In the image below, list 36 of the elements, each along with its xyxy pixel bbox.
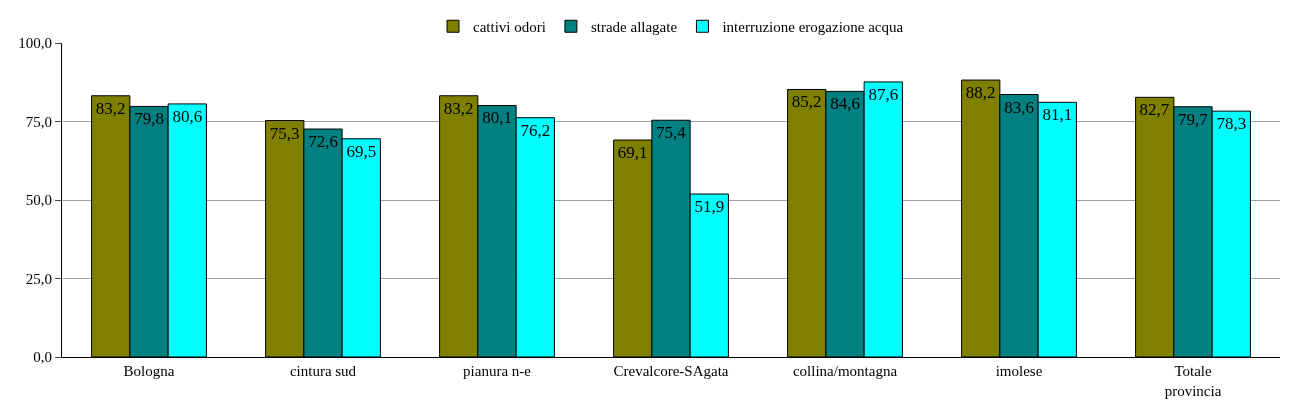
data-label: 83,6 xyxy=(1004,97,1034,117)
legend-label: strade allagate xyxy=(590,19,678,36)
data-label: 85,2 xyxy=(791,92,822,112)
data-label: 76,2 xyxy=(520,120,551,140)
data-label: 84,6 xyxy=(830,94,860,114)
data-label: 79,7 xyxy=(1177,109,1209,129)
data-label: 82,7 xyxy=(1139,100,1170,120)
legend-label: interruzione erogazione acqua xyxy=(722,19,904,36)
data-label: 72,6 xyxy=(308,132,338,152)
x-tick-label: Crevalcore-SAgata xyxy=(613,363,729,379)
data-label: 81,1 xyxy=(1042,105,1073,125)
y-tick-label: 25,0 xyxy=(25,270,52,287)
data-label: 51,9 xyxy=(694,197,725,217)
data-label: 75,3 xyxy=(269,123,300,143)
data-label: 80,1 xyxy=(482,108,512,128)
y-tick-label: 0,0 xyxy=(33,349,52,366)
data-label: 79,8 xyxy=(134,109,164,129)
x-tick-label: cintura sud xyxy=(289,363,357,379)
x-tick-label: Bologna xyxy=(123,363,175,379)
y-tick-label: 50,0 xyxy=(25,192,52,209)
data-label: 69,5 xyxy=(346,141,377,161)
x-tick-label: collina/montagna xyxy=(792,363,898,379)
x-tick-label: Totale provincia xyxy=(1164,363,1222,399)
data-label: 87,6 xyxy=(868,84,899,104)
data-label: 78,3 xyxy=(1216,114,1247,134)
x-tick-label: imolese xyxy=(995,363,1043,379)
data-label: 80,6 xyxy=(172,106,203,126)
x-tick-label: pianura n-e xyxy=(463,363,532,379)
data-label: 75,4 xyxy=(655,123,687,143)
data-label: 83,2 xyxy=(443,98,474,118)
y-tick-label: 100,0 xyxy=(18,35,52,52)
data-label: 83,2 xyxy=(95,98,126,118)
legend-label: cattivi odori xyxy=(473,19,546,36)
data-label: 88,2 xyxy=(965,83,996,103)
y-tick-label: 75,0 xyxy=(25,113,52,130)
data-label: 69,1 xyxy=(617,143,648,163)
